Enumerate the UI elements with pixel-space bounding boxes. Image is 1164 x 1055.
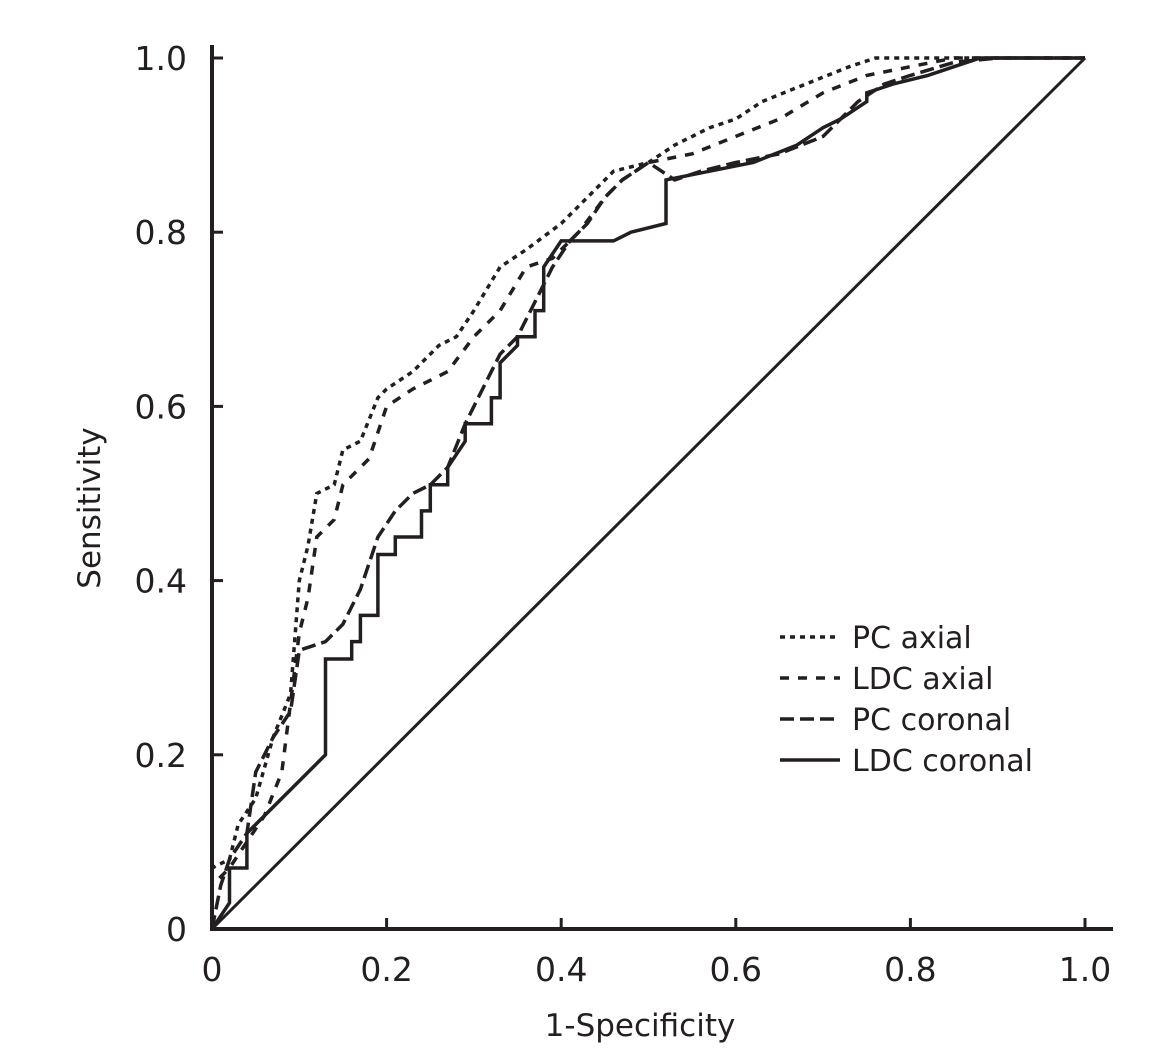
y-axis-title: Sensitivity (72, 427, 108, 588)
ticks-layer: 0 0.2 0.4 0.6 0.8 1.0 0 0.2 0.4 0.6 0.8 1.0 (135, 39, 1112, 989)
legend-label: PC coronal (852, 703, 1011, 738)
axes-layer (210, 45, 1113, 931)
x-tick-label: 0.6 (710, 950, 762, 989)
x-axis-title: 1-Specificity (545, 1008, 736, 1044)
reference-diagonal (210, 56, 1087, 931)
y-tick-label: 1.0 (135, 39, 187, 78)
x-tick-label: 0 (202, 950, 223, 989)
reference-layer (210, 56, 1087, 931)
y-tick-label: 0.6 (135, 387, 187, 426)
y-tick-label: 0.2 (135, 736, 187, 775)
x-tick-label: 0.4 (535, 950, 587, 989)
y-tick-label: 0.8 (135, 213, 187, 252)
x-tick-label: 1.0 (1059, 950, 1111, 989)
legend: PC axial LDC axial PC coronal LDC coronal (780, 621, 1033, 779)
y-tick-label: 0 (166, 910, 187, 949)
series-line-ldc-axial (210, 56, 1085, 929)
y-tick-label: 0.4 (135, 562, 187, 601)
series-line-pc-axial (210, 56, 1085, 929)
x-tick-label: 0.2 (360, 950, 412, 989)
legend-label: LDC axial (852, 662, 994, 697)
x-tick-label: 0.8 (884, 950, 936, 989)
series-line-pc-coronal (210, 56, 1085, 930)
legend-label: LDC coronal (852, 744, 1033, 779)
series-layer (210, 56, 1085, 930)
legend-label: PC axial (852, 621, 972, 656)
series-line-ldc-coronal (210, 56, 1085, 930)
